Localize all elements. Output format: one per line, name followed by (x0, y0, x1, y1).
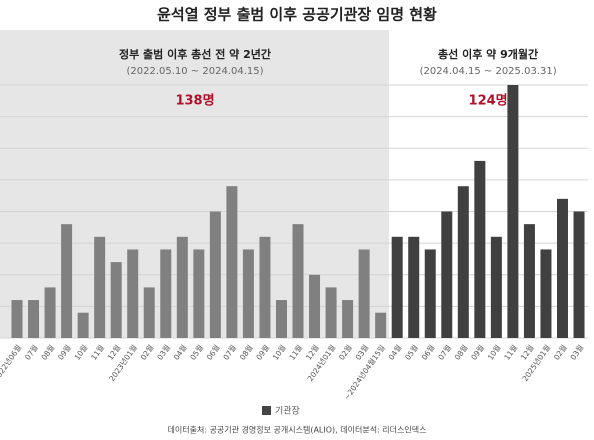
bar (110, 262, 122, 338)
bar (556, 198, 568, 338)
bar (275, 300, 287, 338)
x-tick-label: 07월 (435, 342, 453, 361)
x-tick-label: 02월 (336, 342, 354, 361)
bar (259, 236, 271, 338)
bar (77, 312, 89, 338)
x-tick-label: 05월 (187, 342, 205, 361)
bar (391, 236, 403, 338)
x-tick-label: 02월 (138, 342, 156, 361)
x-tick-label: 06월 (419, 342, 437, 361)
period-range: (2022.05.10 ~ 2024.04.15) (126, 66, 263, 77)
legend-label: 기관장 (275, 406, 300, 417)
x-tick-label: 07월 (221, 342, 239, 361)
period-total: 138명 (175, 93, 214, 109)
chart-title: 윤석열 정부 출범 이후 공공기관장 임명 현황 (157, 6, 437, 24)
x-tick-label: 11월 (287, 342, 305, 361)
x-tick-label: 09월 (55, 342, 73, 361)
x-tick-label: 10월 (485, 342, 503, 361)
bar (226, 186, 238, 338)
bar (573, 211, 585, 338)
bar (358, 249, 370, 338)
bar (94, 236, 106, 338)
x-tick-label: 05월 (402, 342, 420, 361)
bar (127, 249, 139, 338)
legend-swatch (262, 406, 271, 415)
bar (11, 300, 23, 338)
bar (28, 300, 40, 338)
bar (193, 249, 205, 338)
bar (242, 249, 254, 338)
bar (209, 211, 221, 338)
x-tick-label: 09월 (468, 342, 486, 361)
bar (44, 287, 56, 338)
bar (474, 160, 486, 338)
x-tick-label: 08월 (237, 342, 255, 361)
bar (176, 236, 188, 338)
bar (292, 224, 304, 338)
x-tick-label: 03월 (568, 342, 586, 361)
bar (540, 249, 552, 338)
bar (523, 224, 535, 338)
period-total: 124명 (469, 93, 508, 109)
x-tick-label: 09월 (254, 342, 272, 361)
x-tick-label: 02월 (551, 342, 569, 361)
bar (424, 249, 436, 338)
bar (375, 312, 387, 338)
x-tick-label: 06월 (204, 342, 222, 361)
period-title: 총선 이후 약 9개월간 (438, 47, 538, 61)
bar (457, 186, 469, 338)
bar (490, 236, 502, 338)
bar (441, 211, 453, 338)
x-tick-label: 07월 (22, 342, 40, 361)
source: 데이터출처: 공공기관 경영정보 공개시스템(ALIO), 데이터분석: 리더스… (168, 425, 427, 435)
x-tick-label: 10월 (72, 342, 90, 361)
x-tick-label: 10월 (270, 342, 288, 361)
bar (325, 287, 337, 338)
x-tick-label: 11월 (502, 342, 520, 361)
x-tick-label: 11월 (88, 342, 106, 361)
x-tick-label: 03월 (154, 342, 172, 361)
bar (160, 249, 172, 338)
x-tick-label: 08월 (39, 342, 57, 361)
bar (143, 287, 155, 338)
bar (507, 85, 519, 338)
x-tick-label: 08월 (452, 342, 470, 361)
period-range: (2024.04.15 ~ 2025.03.31) (420, 66, 557, 77)
bar (309, 274, 321, 338)
x-tick-label: 2022년06월 (0, 342, 23, 383)
x-tick-label: 04월 (386, 342, 404, 361)
x-tick-label: 04월 (171, 342, 189, 361)
bar (408, 236, 420, 338)
bar (61, 224, 73, 338)
period-title: 정부 출범 이후 총선 전 약 2년간 (119, 47, 271, 61)
bar (342, 300, 354, 338)
